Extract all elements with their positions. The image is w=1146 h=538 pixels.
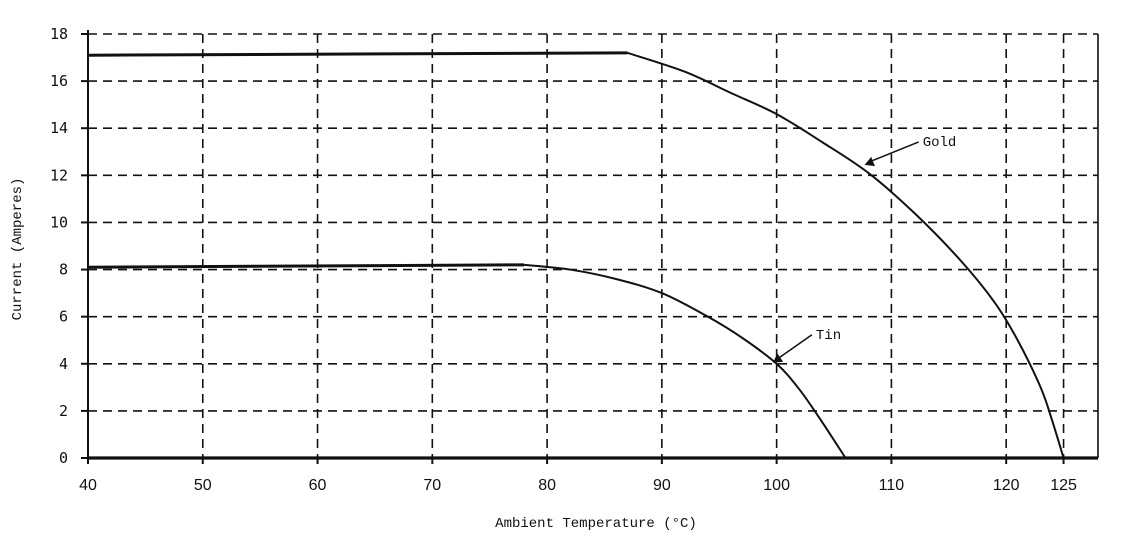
y-tick-label-18: 18 (50, 25, 68, 43)
annotations: Gold Tin (772, 135, 957, 363)
x-tick-label-80: 80 (538, 477, 556, 494)
x-tick-label-40: 40 (79, 477, 97, 494)
axes (81, 30, 1099, 464)
tin-annotation-label: Tin (816, 328, 841, 344)
y-tick-label-14: 14 (50, 119, 68, 137)
x-axis-title: Ambient Temperature (°C) (495, 516, 697, 532)
y-tick-label-8: 8 (59, 261, 68, 279)
y-tick-label-12: 12 (50, 166, 68, 184)
tin-annotation-arrow (774, 334, 813, 362)
grid (88, 33, 1098, 458)
y-tick-label-16: 16 (50, 72, 68, 90)
x-tick-label-60: 60 (309, 477, 327, 494)
series (87, 51, 1065, 459)
y-tick-label-4: 4 (59, 355, 68, 373)
x-tick-label-110: 110 (879, 477, 905, 494)
gold-annotation-arrowhead (864, 156, 875, 167)
y-tick-label-0: 0 (59, 449, 68, 467)
gold-flat-segment (87, 51, 628, 57)
y-tick-label-2: 2 (59, 402, 68, 420)
gold-annotation-label: Gold (923, 135, 957, 151)
gold-derating-curve (627, 51, 1065, 459)
tin-annotation-arrowhead (772, 353, 784, 363)
x-tick-label-125: 125 (1050, 477, 1077, 494)
x-tick-label-90: 90 (653, 477, 671, 494)
x-tick-label-120: 120 (993, 477, 1020, 494)
y-axis-title: Current (Amperes) (10, 178, 26, 321)
tin-flat-segment (87, 263, 525, 269)
x-tick-label-100: 100 (763, 477, 790, 494)
tin-derating-curve (524, 263, 847, 459)
y-tick-label-6: 6 (59, 308, 68, 326)
y-tick-label-10: 10 (50, 213, 68, 231)
x-tick-label-50: 50 (194, 477, 212, 494)
gold-annotation-arrow (866, 141, 919, 164)
x-tick-label-70: 70 (423, 477, 441, 494)
tick-labels: 0 2 4 6 8 10 12 14 16 18 40 50 60 70 80 90 100 110 120 125 (50, 25, 1077, 494)
